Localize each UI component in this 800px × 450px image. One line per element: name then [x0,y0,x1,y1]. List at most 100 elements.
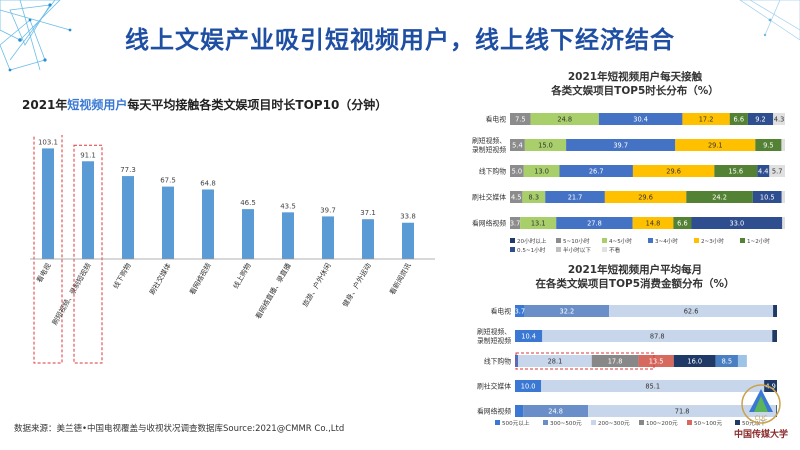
stack-segment [691,217,783,229]
category-label: 看电视 [486,115,507,124]
stack-segment [632,217,674,229]
segment-value-label: 21.7 [568,194,583,202]
stack-segment [747,113,774,125]
category-label: 看电视 [491,307,512,316]
stack-segment [673,217,692,229]
category-label: 刷短视频、录制短视频 [477,327,511,345]
stack-segment [737,355,747,367]
segment-value-label: 32.2 [560,308,575,316]
x-tick-label: 刷短视频、录制短视频 [50,262,93,327]
x-tick-label: 刷社交媒体 [147,262,172,297]
panel1-stacked-chart: 看电视 7.5 24.8 30.4 17.2 6.6 9.2 4.3 刷短视频、录制短视频 5.4… [472,113,785,254]
segment-value-label: 5.0 [512,168,523,176]
stack-segment [524,305,610,317]
legend-swatch [735,420,740,425]
stack-segment [541,380,765,392]
legend-swatch [602,238,607,243]
stack-segment [524,139,567,151]
stack-segment [675,139,756,151]
stack-segment [769,165,785,177]
bar-1 [42,148,54,259]
segment-value-label: 39.7 [613,142,628,150]
bar-7 [282,212,294,259]
x-tick-label: 看网络直播、录直播 [253,262,292,321]
category-label: 刷社交媒体 [472,193,506,202]
stack-segment [510,139,525,151]
segment-value-label: 24.8 [557,116,572,124]
stack-segment [515,405,524,417]
segment-value-label: 4.5 [511,194,522,202]
stack-segment [729,113,748,125]
highlight-box [515,352,655,370]
segment-value-label: 24.8 [548,408,563,416]
segment-value-label: 9.2 [755,116,766,124]
x-tick-label: 看网络视频 [187,262,212,297]
x-tick-label: 线上购物 [231,262,253,291]
stack-segment [510,113,531,125]
bar-value-label: 103.1 [38,138,58,146]
segment-value-label: 9.5 [763,142,774,150]
segment-value-label: 28.1 [548,358,563,366]
bar-5 [202,189,214,259]
segment-value-label: 85.1 [645,383,660,391]
category-label: 线下购物 [484,357,511,366]
segment-value-label: 29.1 [708,142,723,150]
legend-label: 200~300元 [598,420,630,427]
stack-segment [598,113,683,125]
stack-segment [715,355,738,367]
stack-segment [523,165,560,177]
segment-value-label: 3.7 [510,220,521,228]
panel1-title: 2021年短视频用户每天接触 各类文娱项目TOP5时长分布（%） [505,70,765,98]
stack-segment [591,355,639,367]
data-source: 数据来源：美兰德•中国电视覆盖与收视状况调查数据库Source:2021@CMM… [14,424,345,434]
bar-3 [122,176,134,259]
stack-segment [757,165,770,177]
legend-label: 5~10小时 [563,237,590,245]
legend-label: 半小时以下 [563,246,591,254]
stack-segment [638,355,674,367]
x-tick-label: 线下购物 [111,262,133,291]
legend-label: 20小时以上 [517,237,547,245]
stack-segment [755,139,782,151]
segment-value-label: 10.4 [521,333,536,341]
x-tick-label: 健身、户外运动 [340,262,372,309]
stack-segment [542,330,773,342]
bar-value-label: 91.1 [80,151,96,159]
segment-value-label: 17.2 [699,116,714,124]
legend-label: 2~3小时 [701,237,724,245]
panel1-title-line2: 各类文娱项目TOP5时长分布（%） [551,85,719,97]
stack-segment [632,165,715,177]
category-label: 刷社交媒体 [477,382,511,391]
segment-value-label: 3.7 [515,308,526,316]
stack-segment [530,113,599,125]
bar-value-label: 67.5 [160,177,176,185]
x-tick-label: 看新闻资讯 [387,262,412,297]
highlight-box [33,135,63,364]
stack-segment [714,165,758,177]
category-label: 刷短视频、录制短视频 [472,136,506,154]
legend-swatch [687,420,692,425]
segment-value-label: 8.5 [722,358,733,366]
segment-value-label: 30.4 [633,116,648,124]
legend-swatch [639,420,644,425]
stack-segment [522,191,546,203]
segment-value-label: 29.6 [638,194,653,202]
segment-value-label: 27.8 [587,220,602,228]
stack-segment [515,380,542,392]
bar-4 [162,186,174,259]
panel1-title-line1: 2021年短视频用户每天接触 [567,71,703,83]
segment-value-label: 10.5 [760,194,775,202]
legend-label: 500元以上 [502,419,530,427]
segment-value-label: 5.7 [772,168,783,176]
stack-segment [773,113,785,125]
legend-swatch [602,247,607,252]
legend-label: 50元以下 [742,420,766,427]
bar-8 [322,216,334,259]
left-chart-title-prefix: 2021年 [22,98,68,112]
logo-ring-text: CUC [755,415,768,422]
legend-swatch [543,420,548,425]
segment-value-label: 4.3 [774,116,785,124]
x-tick-label: 看电视 [34,262,52,285]
stack-segment [566,139,676,151]
stack-segment [781,139,785,151]
